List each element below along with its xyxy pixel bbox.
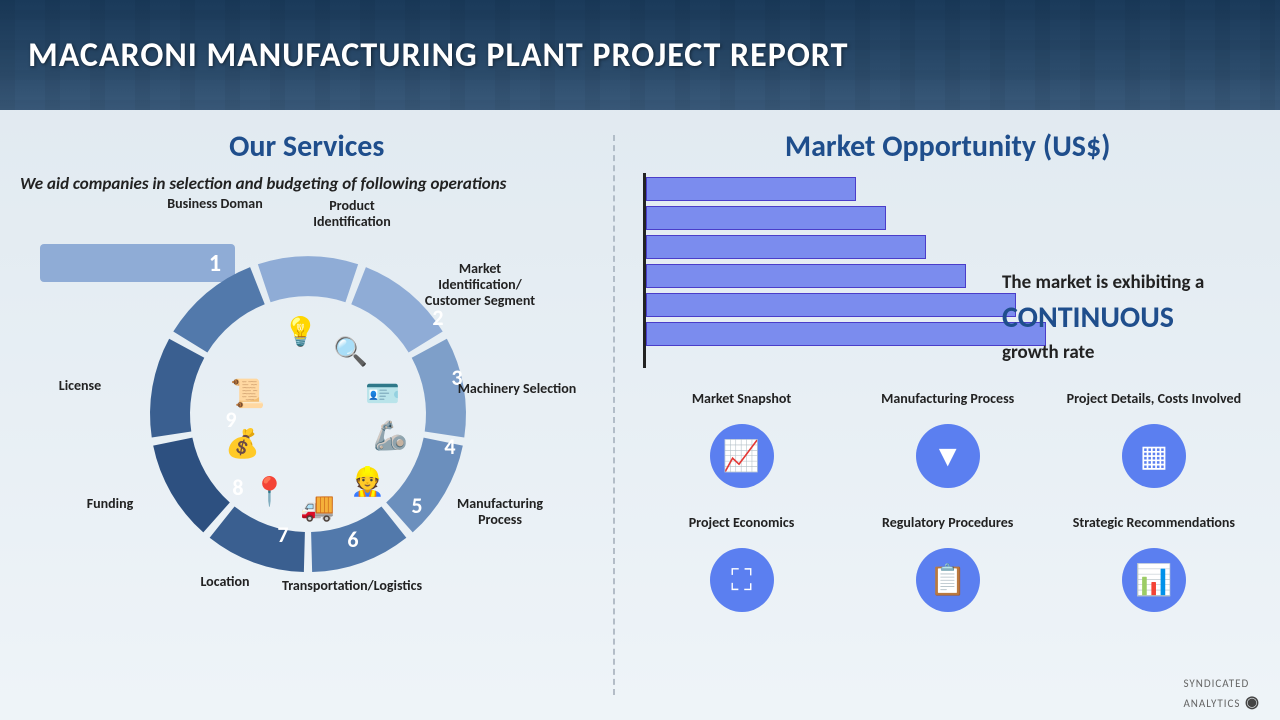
growth-big: CONTINUOUS: [1002, 298, 1262, 339]
segment-number-4: 4: [435, 433, 465, 460]
info-cards-grid: Market Snapshot 📈 Manufacturing Process ▼ Pr…: [643, 382, 1252, 612]
chart-bar-1: [646, 206, 886, 230]
brand-logo: SYNDICATED ANALYTICS ◉: [1183, 673, 1260, 712]
header-banner: MACARONI MANUFACTURING PLANT PROJECT REP…: [0, 0, 1280, 110]
card-label-5: Strategic Recommendations: [1056, 506, 1252, 540]
market-growth-text: The market is exhibiting a CONTINUOUS gr…: [1002, 270, 1262, 366]
card-icon-2: ▦: [1122, 424, 1186, 488]
info-card-2: Project Details, Costs Involved ▦: [1056, 382, 1252, 488]
card-label-2: Project Details, Costs Involved: [1056, 382, 1252, 416]
segment-icon-7: 📍: [252, 474, 287, 509]
segment-label-7: Location: [165, 574, 285, 590]
chart-bar-4: [646, 293, 1016, 317]
segment-number-8: 8: [223, 474, 253, 501]
card-icon-0: 📈: [710, 424, 774, 488]
card-label-0: Market Snapshot: [643, 382, 839, 416]
growth-line2: growth rate: [1002, 341, 1094, 364]
info-card-5: Strategic Recommendations 📊: [1056, 506, 1252, 612]
info-card-1: Manufacturing Process ▼: [850, 382, 1046, 488]
segment-icon-4: 🦾: [373, 418, 408, 453]
card-label-3: Project Economics: [643, 506, 839, 540]
segment-label-5: Manufacturing Process: [440, 496, 560, 528]
card-icon-1: ▼: [916, 424, 980, 488]
segment-label-1: Business Doman: [155, 196, 275, 212]
card-icon-5: 📊: [1122, 548, 1186, 612]
segment-icon-5: 👷: [350, 464, 385, 499]
info-card-4: Regulatory Procedures 📋: [850, 506, 1046, 612]
card-icon-3: ⛶: [710, 548, 774, 612]
services-wheel: 1 Business Doman💡2Product Identification…: [20, 196, 580, 646]
segment-icon-2: 🔍: [333, 334, 368, 369]
logo-main: SYNDICATED: [1183, 677, 1249, 690]
info-card-0: Market Snapshot 📈: [643, 382, 839, 488]
segment-label-9: License: [20, 378, 140, 394]
segment-icon-6: 🚚: [300, 489, 335, 524]
segment-number-5: 5: [402, 492, 432, 519]
segment-number-6: 6: [338, 526, 368, 553]
info-card-3: Project Economics ⛶: [643, 506, 839, 612]
segment-label-8: Funding: [50, 496, 170, 512]
card-label-4: Regulatory Procedures: [850, 506, 1046, 540]
segment-icon-9: 📜: [230, 376, 265, 411]
logo-sub: ANALYTICS: [1183, 697, 1240, 710]
chart-bar-5: [646, 322, 1046, 346]
growth-line1: The market is exhibiting a: [1002, 271, 1204, 294]
segment-label-6: Transportation/Logistics: [282, 578, 402, 594]
services-subtitle: We aid companies in selection and budget…: [20, 173, 593, 195]
segment-icon-1: 💡: [283, 314, 318, 349]
services-panel: Our Services We aid companies in selecti…: [0, 110, 613, 720]
card-icon-4: 📋: [916, 548, 980, 612]
segment-label-2: Product Identification: [292, 198, 412, 230]
services-title: Our Services: [20, 128, 593, 165]
segment-label-4: Machinery Selection: [457, 381, 577, 397]
page-title: MACARONI MANUFACTURING PLANT PROJECT REP…: [28, 35, 848, 76]
market-bar-chart: [643, 173, 1043, 368]
market-panel: Market Opportunity (US$) The market is e…: [615, 110, 1280, 720]
segment-number-7: 7: [268, 521, 298, 548]
chart-bar-0: [646, 177, 856, 201]
chart-bar-3: [646, 264, 966, 288]
segment-label-3: Market Identification/ Customer Segment: [420, 261, 540, 309]
main-content: Our Services We aid companies in selecti…: [0, 110, 1280, 720]
market-title: Market Opportunity (US$): [643, 128, 1252, 165]
segment-icon-3: 🪪: [365, 376, 400, 411]
chart-bar-2: [646, 235, 926, 259]
card-label-1: Manufacturing Process: [850, 382, 1046, 416]
